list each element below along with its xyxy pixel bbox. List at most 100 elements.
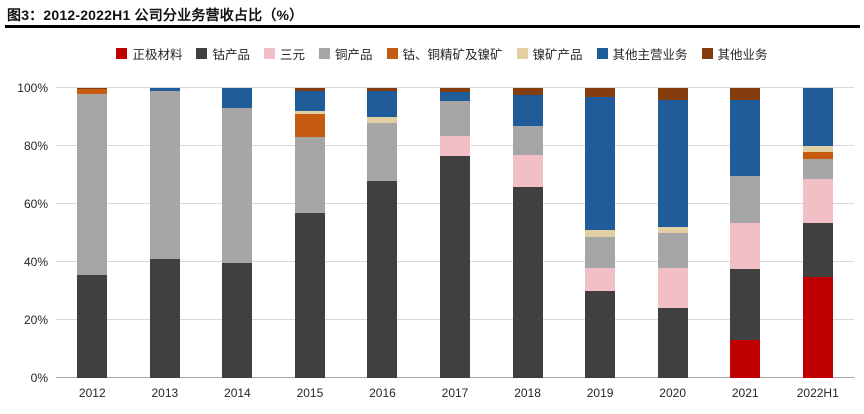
legend-label: 钴产品 bbox=[212, 48, 250, 62]
bars-container bbox=[56, 88, 854, 378]
y-tick-label: 20% bbox=[23, 313, 48, 327]
x-tick-label: 2022H1 bbox=[796, 386, 839, 400]
bar-slot-2022H1 bbox=[781, 88, 854, 378]
bar-segment bbox=[657, 227, 688, 234]
bar-slot-2015 bbox=[274, 88, 347, 378]
stacked-bar-2015 bbox=[294, 88, 325, 378]
bar-segment bbox=[802, 179, 833, 223]
x-axis: 2012 2013 2014 2015 2016 2017 2018 2019 2020 2021… bbox=[56, 386, 854, 404]
legend-swatch bbox=[386, 48, 398, 59]
bar-segment bbox=[585, 230, 616, 238]
bar-slot-2012 bbox=[56, 88, 129, 378]
bar-segment bbox=[294, 137, 325, 213]
bar-segment bbox=[222, 108, 253, 264]
bar-segment bbox=[585, 88, 616, 97]
y-tick-label: 60% bbox=[23, 197, 48, 211]
bar-segment bbox=[585, 291, 616, 378]
bar-segment bbox=[294, 88, 325, 91]
legend-item-0: 正极材料 bbox=[116, 44, 182, 63]
bar-segment bbox=[367, 88, 398, 91]
legend-label: 三元 bbox=[279, 48, 305, 62]
bar-segment bbox=[77, 275, 108, 378]
x-tick-label: 2021 bbox=[731, 386, 759, 400]
legend-item-2: 三元 bbox=[263, 44, 305, 63]
figure-title: 图3：2012-2022H1 公司分业务营收占比（%） bbox=[7, 7, 304, 23]
bar-segment bbox=[294, 111, 325, 115]
bar-segment bbox=[512, 186, 543, 378]
x-tick-label: 2018 bbox=[514, 386, 541, 400]
stacked-bar-2020 bbox=[657, 88, 688, 378]
bar-segment bbox=[222, 88, 253, 109]
legend-item-7: 其他业务 bbox=[701, 44, 768, 63]
bar-slot-2019 bbox=[564, 88, 637, 378]
bar-segment bbox=[222, 263, 253, 378]
bar-segment bbox=[585, 96, 616, 231]
bar-segment bbox=[367, 180, 398, 378]
bar-segment bbox=[730, 340, 761, 378]
legend-swatch bbox=[516, 48, 528, 59]
bar-segment bbox=[802, 276, 833, 378]
stacked-bar-2013 bbox=[149, 88, 180, 378]
legend-label: 其他业务 bbox=[717, 48, 768, 62]
legend-swatch bbox=[116, 48, 128, 59]
bar-segment bbox=[294, 212, 325, 378]
stacked-bar-2017 bbox=[440, 88, 470, 378]
legend-label: 其他主营业务 bbox=[612, 48, 688, 62]
chart-legend: 正极材料 钴产品 三元 铜产品 钴、铜精矿及镍矿 镍矿产品 其他主营业务 其他业务 bbox=[30, 44, 854, 63]
x-tick-label: 2019 bbox=[586, 386, 614, 400]
legend-label: 正极材料 bbox=[132, 48, 183, 62]
bar-segment bbox=[585, 237, 616, 268]
bar-segment bbox=[657, 308, 688, 378]
bar-segment bbox=[512, 95, 543, 126]
stacked-bar-2021 bbox=[730, 88, 761, 378]
bar-segment bbox=[512, 88, 543, 96]
bar-slot-2014 bbox=[201, 88, 274, 378]
bar-slot-2020 bbox=[636, 88, 709, 378]
stacked-bar-2014 bbox=[222, 88, 253, 378]
bar-slot-2017 bbox=[419, 88, 492, 378]
bar-slot-2021 bbox=[709, 88, 782, 378]
bar-segment bbox=[657, 233, 688, 268]
legend-item-6: 其他主营业务 bbox=[596, 44, 688, 63]
stacked-bar-2019 bbox=[585, 88, 616, 378]
legend-label: 铜产品 bbox=[334, 48, 373, 62]
legend-swatch bbox=[596, 48, 608, 59]
bar-segment bbox=[440, 101, 470, 136]
bar-segment bbox=[440, 92, 470, 102]
y-tick-label: 100% bbox=[17, 81, 48, 95]
bar-segment bbox=[512, 154, 543, 187]
bar-segment bbox=[77, 89, 108, 94]
bar-segment bbox=[77, 88, 108, 90]
stacked-bar-2016 bbox=[367, 88, 398, 378]
bar-slot-2013 bbox=[129, 88, 202, 378]
x-tick-label: 2017 bbox=[441, 386, 469, 400]
legend-swatch bbox=[263, 48, 275, 59]
stacked-bar-2022H1 bbox=[802, 88, 833, 378]
bar-segment bbox=[440, 135, 470, 157]
bar-segment bbox=[657, 99, 688, 228]
stacked-bar-2018 bbox=[512, 88, 543, 378]
gridline-100 bbox=[56, 87, 854, 88]
bar-segment bbox=[802, 151, 833, 160]
legend-label: 钴、铜精矿及镍矿 bbox=[402, 48, 503, 62]
chart-area: 0% 20% 40% 60% 80% 100% 2012 2013 2014 2015 2016 2… bbox=[0, 72, 864, 414]
x-tick-label: 2014 bbox=[224, 386, 251, 400]
legend-label: 镍矿产品 bbox=[532, 48, 583, 62]
bar-segment bbox=[585, 267, 616, 291]
bar-segment bbox=[802, 88, 833, 147]
legend-swatch bbox=[701, 48, 713, 59]
x-tick-label: 2012 bbox=[78, 386, 106, 400]
bar-segment bbox=[802, 146, 833, 152]
bar-segment bbox=[802, 222, 833, 277]
bar-segment bbox=[77, 93, 108, 276]
stacked-bar-2012 bbox=[77, 88, 108, 378]
legend-swatch bbox=[318, 48, 330, 59]
x-tick-label: 2013 bbox=[151, 386, 179, 400]
bar-segment bbox=[367, 122, 398, 181]
legend-item-4: 钴、铜精矿及镍矿 bbox=[386, 44, 503, 63]
legend-item-3: 铜产品 bbox=[318, 44, 373, 63]
bar-segment bbox=[294, 114, 325, 138]
bar-segment bbox=[657, 88, 688, 100]
y-tick-label: 0% bbox=[30, 371, 48, 385]
